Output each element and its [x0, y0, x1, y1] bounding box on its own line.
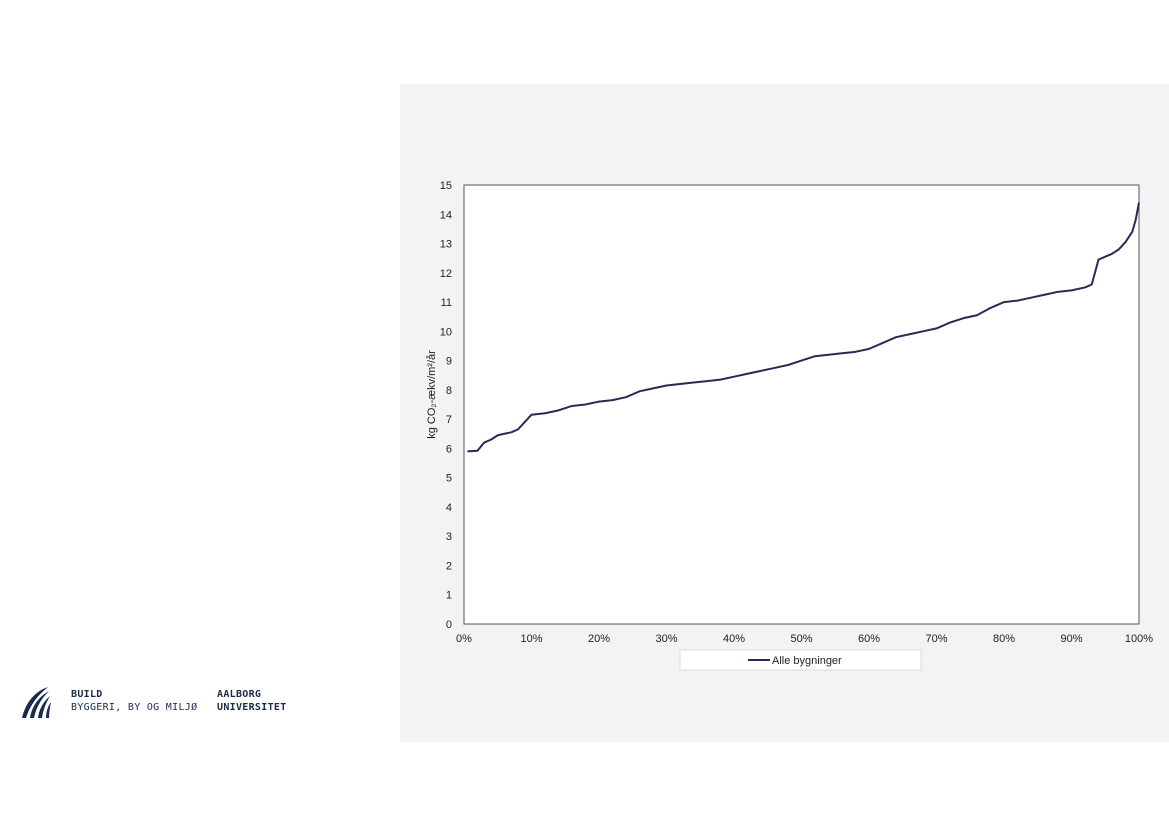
aau-wave-logo-icon: [22, 687, 51, 718]
chart-panel: 0 1 2 3 4 5 6 7 8 9 10 11 12 13 14 15 0% 10% 20% 30% 40% 50% 6…: [400, 84, 1169, 742]
legend-box: [679, 649, 922, 671]
y-tick-label: 5: [446, 473, 452, 485]
y-axis-label: kg CO₂-ækv/m²/år: [426, 350, 438, 439]
logo-university-line2: UNIVERSITET: [217, 702, 287, 713]
y-tick-label: 11: [441, 297, 452, 309]
y-tick-label: 1: [446, 590, 452, 602]
x-tick-label: 0%: [456, 633, 472, 645]
y-tick-label: 4: [446, 502, 452, 514]
x-tick-label: 100%: [1125, 633, 1153, 645]
x-tick-label: 70%: [925, 633, 947, 645]
y-tick-label: 10: [440, 326, 452, 338]
y-tick-label: 14: [440, 209, 452, 221]
y-tick-label: 6: [446, 443, 452, 455]
x-tick-label: 80%: [993, 633, 1015, 645]
plot-area-frame: [463, 184, 1140, 625]
series-line: [467, 202, 1140, 453]
aau-build-logo: BUILD BYGGERI, BY OG MILJØ AALBORG UNIVE…: [18, 685, 318, 725]
y-tick-label: 0: [446, 619, 452, 631]
y-tick-label: 12: [440, 268, 452, 280]
x-tick-label: 90%: [1060, 633, 1082, 645]
x-tick-label: 40%: [723, 633, 745, 645]
x-tick-label: 10%: [520, 633, 542, 645]
y-tick-label: 7: [446, 414, 452, 426]
x-tick-label: 20%: [588, 633, 610, 645]
y-tick-label: 9: [446, 356, 452, 368]
y-tick-label: 15: [440, 180, 452, 192]
x-tick-label: 30%: [655, 633, 677, 645]
logo-build-subtitle: BYGGERI, BY OG MILJØ: [71, 702, 198, 713]
legend-label: Alle bygninger: [772, 655, 842, 667]
x-tick-label: 60%: [858, 633, 880, 645]
y-tick-label: 2: [446, 560, 452, 572]
x-tick-label: 50%: [790, 633, 812, 645]
y-tick-label: 8: [446, 385, 452, 397]
logo-build-label: BUILD: [71, 689, 103, 700]
y-tick-label: 13: [440, 239, 452, 251]
logo-university-line1: AALBORG: [217, 689, 262, 700]
y-tick-label: 3: [446, 531, 452, 543]
